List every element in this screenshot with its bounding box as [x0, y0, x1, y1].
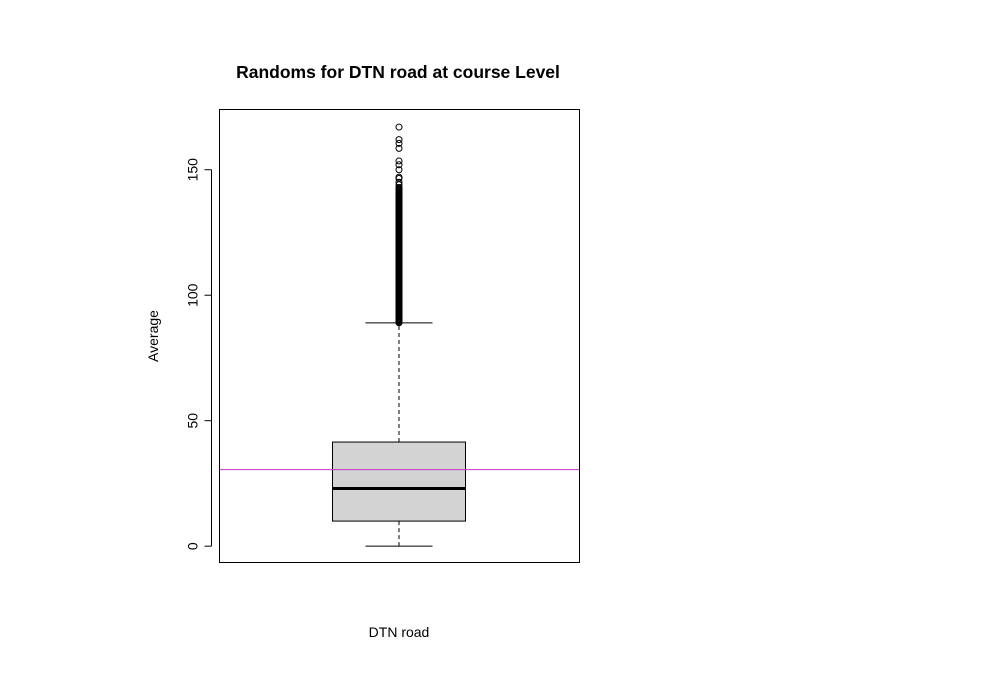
y-axis: 0 50 100 150	[185, 158, 212, 550]
chart-title: Randoms for DTN road at course Level	[236, 62, 560, 82]
outlier-point	[395, 123, 403, 131]
y-axis-label: Average	[145, 310, 161, 362]
outlier-point	[395, 173, 403, 181]
box-iqr	[332, 441, 466, 522]
x-axis-label: DTN road	[369, 624, 430, 640]
outlier-point	[395, 178, 403, 186]
plot-area	[219, 123, 580, 547]
outlier-point	[395, 157, 403, 165]
y-tick-label-150: 150	[185, 158, 201, 182]
y-tick-label-100: 100	[185, 283, 201, 307]
outlier-point	[395, 166, 403, 174]
outlier-point	[395, 139, 403, 147]
outlier-point	[395, 144, 403, 152]
y-tick-label-0: 0	[185, 542, 201, 550]
outlier-point	[395, 161, 403, 169]
outlier-point	[395, 136, 403, 144]
plot-frame	[219, 109, 580, 563]
y-tick-label-50: 50	[185, 413, 201, 429]
outlier-point	[395, 184, 403, 192]
